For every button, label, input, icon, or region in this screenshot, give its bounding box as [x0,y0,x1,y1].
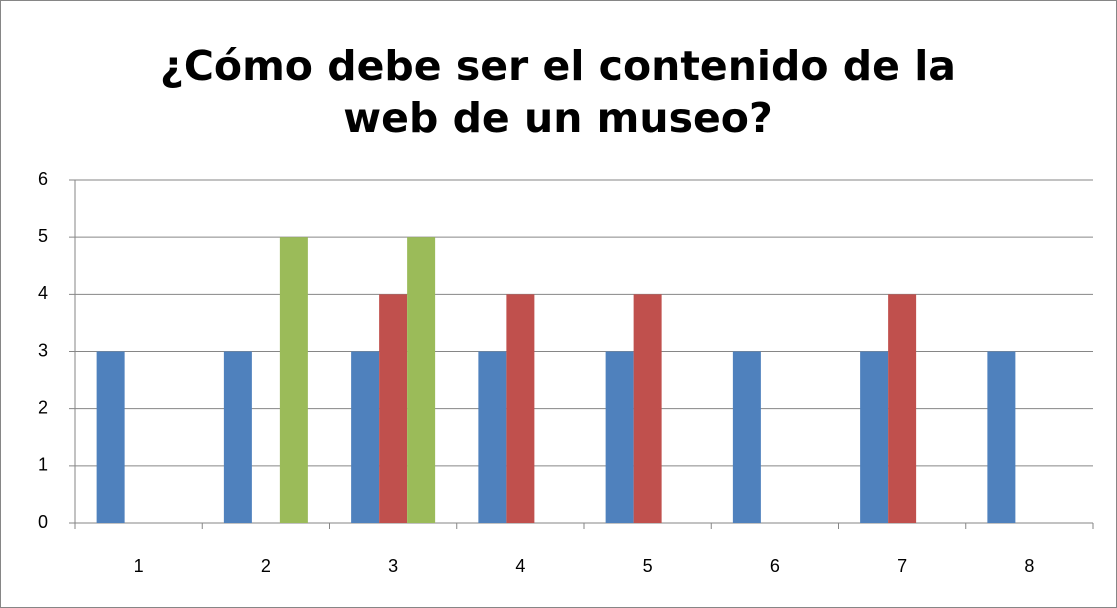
x-tick-label: 8 [1024,556,1034,576]
bar [379,294,408,523]
x-tick-label: 7 [897,556,907,576]
x-tick-label: 2 [261,556,271,576]
y-tick-label: 0 [38,512,48,532]
bar [407,237,436,523]
bar [478,351,507,523]
x-tick-label: 6 [770,556,780,576]
y-tick-label: 5 [38,226,48,246]
bar [96,351,125,523]
x-tick-label: 4 [515,556,525,576]
bar [888,294,917,523]
bar [987,351,1016,523]
chart-title: ¿Cómo debe ser el contenido de la web de… [160,42,956,142]
bar [279,237,308,523]
bar [351,351,380,523]
y-tick-label: 2 [38,397,48,417]
y-tick-label: 4 [38,283,48,303]
y-tick-label: 1 [38,455,48,475]
bar [633,294,662,523]
bar [506,294,535,523]
x-tick-label: 5 [643,556,653,576]
y-tick-label: 6 [38,169,48,189]
x-tick-label: 1 [134,556,144,576]
y-tick-label: 3 [38,340,48,360]
bar [732,351,761,523]
x-tick-label: 3 [388,556,398,576]
bar [860,351,889,523]
bar [223,351,252,523]
bar [605,351,634,523]
